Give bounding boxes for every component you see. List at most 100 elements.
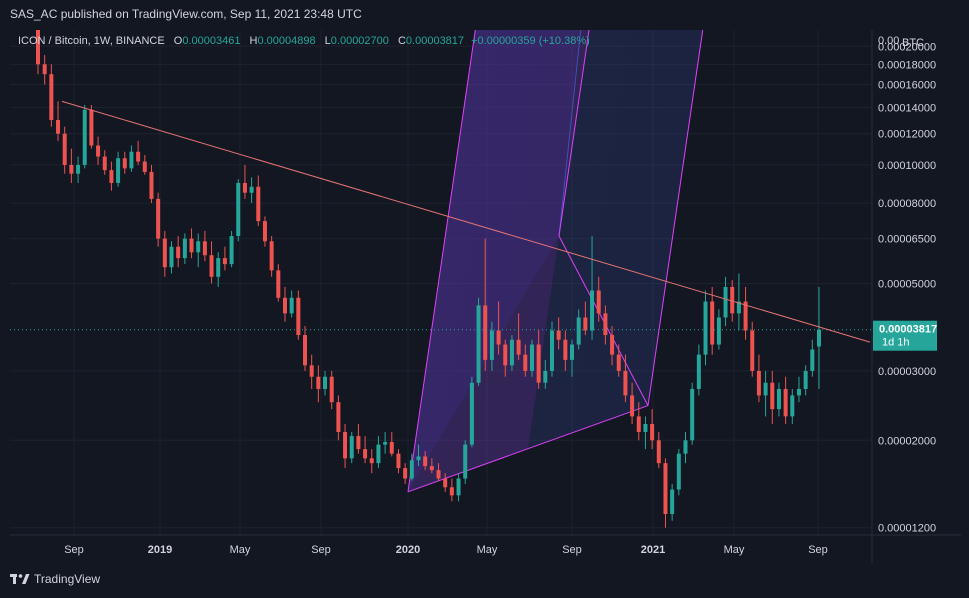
candle-body [256, 186, 261, 222]
price-tick-label: 0.00 [878, 35, 899, 47]
candle-body [616, 354, 621, 371]
trend-line-drawing [61, 100, 871, 343]
candle-body [596, 290, 601, 314]
candle-body [343, 431, 348, 459]
candle-body [476, 305, 481, 383]
candle-body [182, 238, 187, 259]
candle-body [69, 164, 74, 174]
candle-body [369, 458, 374, 464]
price-tick-label: 0.00006500 [878, 234, 936, 246]
candle-body [496, 330, 501, 345]
candle-body [289, 297, 294, 314]
candle-body [509, 339, 514, 366]
candle-body [323, 376, 328, 389]
candle-body [56, 120, 61, 134]
candle-body [109, 170, 114, 183]
candle-body [316, 376, 321, 389]
candle-body [676, 453, 681, 490]
candle-body [189, 238, 194, 253]
pitchfork-fill [408, 30, 703, 492]
candle-body [356, 436, 361, 450]
candle-body [136, 151, 141, 162]
time-tick-label: 2020 [396, 544, 420, 556]
candle-body [763, 382, 768, 396]
price-tick-label: 0.00005000 [878, 279, 936, 291]
candle-body [636, 416, 641, 432]
candle-body [750, 330, 755, 371]
candle-body [710, 301, 715, 345]
price-chart[interactable]: 0.00020000 0.00018000 0.00016000 0.00014000… [10, 30, 961, 563]
trend-line [61, 100, 871, 343]
candle-body [122, 158, 127, 169]
pitchfork-lower-tine [647, 30, 704, 406]
candle-body [583, 317, 588, 331]
candle-body [790, 395, 795, 417]
candle-body [643, 424, 648, 432]
tradingview-logo-icon [10, 574, 30, 584]
time-tick-label: 2019 [148, 544, 172, 556]
candle-body [810, 349, 815, 371]
time-tick-label: May [724, 544, 745, 556]
candle-body [236, 182, 241, 237]
candle-body [610, 335, 615, 355]
price-axis: 0.00020000 0.00018000 0.00016000 0.00014000… [871, 30, 937, 563]
candle-body [723, 286, 728, 318]
price-tick-label: 0.00012000 [878, 129, 936, 141]
price-tick-label: 0.00003000 [878, 366, 936, 378]
candle-body [549, 330, 554, 371]
price-tick-label: 0.00016000 [878, 79, 936, 91]
time-tick-label: Sep [562, 544, 582, 556]
low-value: 0.00002700 [330, 35, 389, 47]
price-tick-label: 0.00001200 [878, 523, 936, 535]
time-tick-label: Sep [311, 544, 331, 556]
pitchfork-upper-zone [408, 30, 581, 492]
last-price-label: 0.00003817 [879, 324, 937, 336]
candle-body [570, 344, 575, 360]
candle-body [449, 487, 454, 496]
candle-body [102, 156, 107, 171]
candle-body [216, 258, 221, 277]
grid [10, 30, 872, 535]
candle-body [156, 198, 161, 239]
candle-body [196, 241, 201, 253]
time-tick-label: 2021 [641, 544, 665, 556]
candle-body [556, 330, 561, 340]
footer: TradingView [10, 572, 100, 586]
candle-body [309, 365, 314, 377]
candle-body [543, 370, 548, 383]
low-label: L [324, 35, 331, 47]
candle-body [483, 305, 488, 360]
candle-body [670, 489, 675, 515]
pitchfork-median-zone [408, 30, 590, 492]
candle-body [169, 246, 174, 268]
candle-body [209, 255, 214, 277]
candle-body [816, 329, 822, 347]
candle-body [276, 270, 281, 298]
candle-body [396, 453, 401, 469]
candle-body [536, 344, 541, 383]
currency-label: BTC [902, 37, 924, 49]
candle-body [282, 297, 287, 314]
candle-body [329, 376, 334, 403]
candle-body [516, 339, 521, 355]
candle-body [142, 161, 147, 172]
candle-body [690, 388, 695, 441]
candle-body [776, 388, 781, 410]
open-label: O [173, 35, 183, 47]
close-value: 0.00003817 [405, 35, 465, 47]
candle-body [89, 109, 94, 146]
candle-body [222, 258, 227, 265]
candle-body [503, 344, 508, 366]
candle-body [716, 317, 721, 345]
candle-body [49, 74, 54, 121]
symbol-label[interactable]: ICON / Bitcoin, 1W, BINANCE [18, 35, 165, 47]
time-tick-label: Sep [64, 544, 84, 556]
candle-body [242, 182, 247, 193]
price-tick-label: 0.00002000 [878, 435, 936, 447]
price-tick-label: 0.00020000 [878, 41, 936, 53]
high-label: H [249, 35, 258, 47]
publication-header: SAS_AC published on TradingView.com, Sep… [10, 7, 362, 21]
candle-body [269, 241, 274, 271]
open-value: 0.00003461 [182, 35, 241, 47]
candle-body [42, 64, 47, 75]
